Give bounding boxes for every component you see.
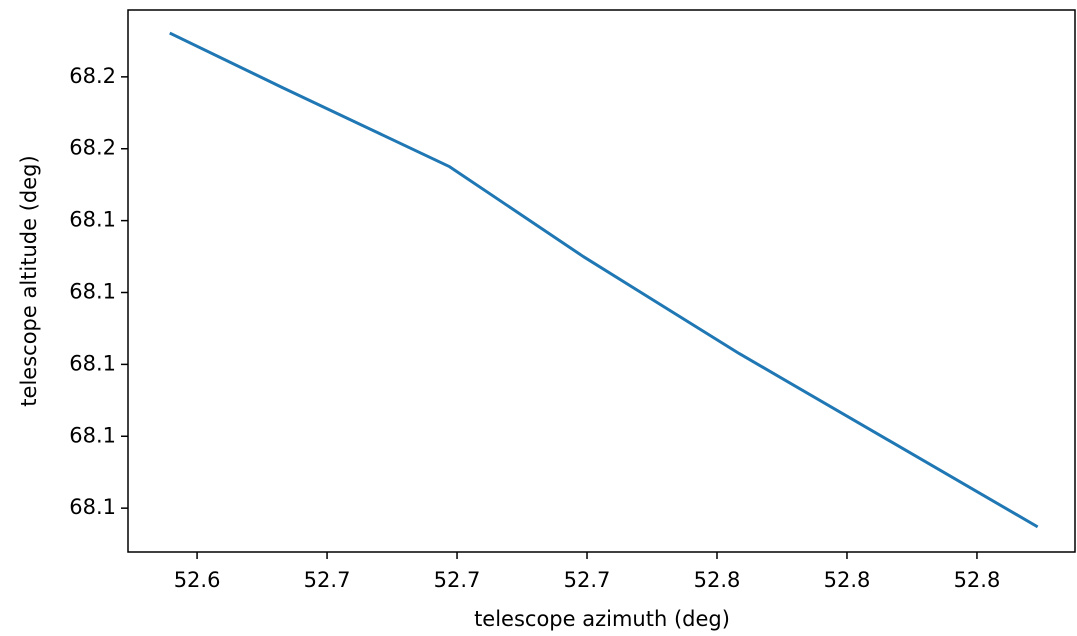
y-tick-label: 68.2 [69,64,116,88]
y-tick-label: 68.1 [69,351,116,375]
x-tick-label: 52.7 [304,568,351,592]
y-tick-label: 68.1 [69,208,116,232]
data-line [169,31,1039,529]
y-tick-label: 68.1 [69,495,116,519]
y-axis-label: telescope altitude (deg) [17,155,41,406]
x-tick-label: 52.8 [824,568,871,592]
x-tick-label: 52.6 [174,568,221,592]
y-tick-label: 68.2 [69,136,116,160]
plot-frame [127,9,1076,553]
x-tick-label: 52.7 [564,568,611,592]
y-tick-label: 68.1 [69,423,116,447]
x-tick-label: 52.8 [954,568,1001,592]
x-axis-label: telescope azimuth (deg) [474,607,730,631]
x-tick-label: 52.7 [434,568,481,592]
x-tick-label: 52.8 [694,568,741,592]
y-tick-label: 68.1 [69,280,116,304]
